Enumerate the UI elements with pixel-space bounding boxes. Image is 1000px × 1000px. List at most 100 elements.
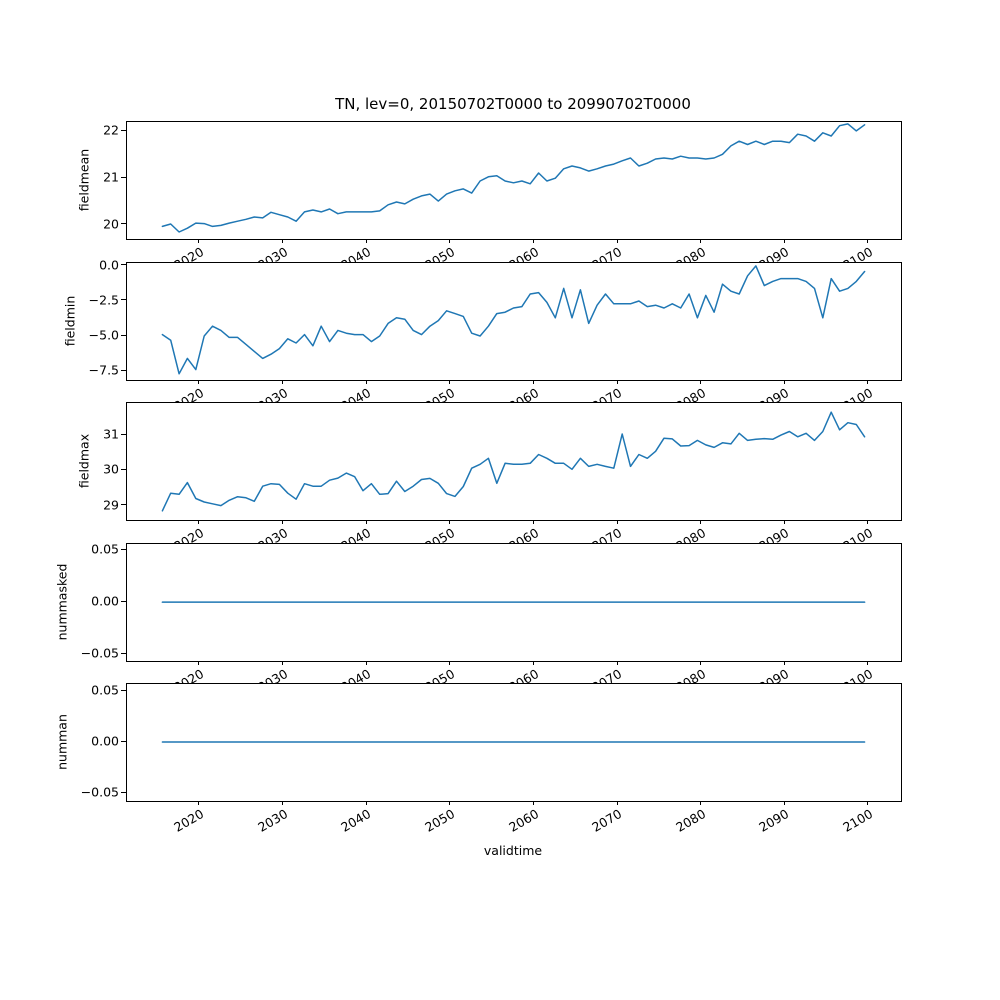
nummasked-line xyxy=(161,601,866,603)
x-tick xyxy=(783,661,785,665)
y-tick xyxy=(121,600,126,602)
x-tick xyxy=(616,661,618,665)
y-tick-label: 0.0 xyxy=(99,257,119,273)
y-tick xyxy=(121,129,126,131)
fieldmean-axis-label-text: fieldmean xyxy=(76,148,92,211)
numman-axis-label-text: numman xyxy=(54,713,70,770)
x-tick-label: 2020 xyxy=(171,806,207,835)
fieldmin-line xyxy=(161,265,866,375)
x-tick xyxy=(532,380,534,384)
x-tick xyxy=(198,520,200,524)
y-tick xyxy=(121,689,126,691)
x-tick xyxy=(282,380,284,384)
x-tick xyxy=(616,239,618,243)
x-tick xyxy=(532,239,534,243)
x-tick xyxy=(700,239,702,243)
y-tick xyxy=(121,264,126,266)
x-tick xyxy=(532,661,534,665)
x-tick xyxy=(532,520,534,524)
chart-title: TN, lev=0, 20150702T0000 to 20990702T000… xyxy=(335,95,691,113)
y-tick xyxy=(121,548,126,550)
y-tick-label: −7.5 xyxy=(88,362,119,378)
x-tick xyxy=(867,801,869,805)
nummasked-axis-label-text: nummasked xyxy=(54,563,70,640)
y-tick-label: 31 xyxy=(103,426,119,442)
y-tick-label: 21 xyxy=(103,169,119,185)
x-tick xyxy=(365,380,367,384)
x-tick xyxy=(616,520,618,524)
x-tick xyxy=(282,239,284,243)
y-tick-label: 0.05 xyxy=(91,541,119,557)
y-tick xyxy=(121,334,126,336)
y-tick-label: −0.05 xyxy=(80,645,119,661)
x-tick xyxy=(783,520,785,524)
x-tick xyxy=(867,661,869,665)
fieldmean-line xyxy=(161,123,866,233)
subplot-numman xyxy=(126,683,902,802)
x-tick xyxy=(449,520,451,524)
x-tick xyxy=(365,801,367,805)
y-tick-label: 0.00 xyxy=(91,733,119,749)
x-tick xyxy=(867,380,869,384)
x-tick-label: 2030 xyxy=(255,806,291,835)
y-tick xyxy=(121,740,126,742)
y-tick xyxy=(121,791,126,793)
x-tick xyxy=(365,520,367,524)
y-tick-label: 0.00 xyxy=(91,593,119,609)
x-tick xyxy=(867,239,869,243)
x-tick xyxy=(449,661,451,665)
y-tick xyxy=(121,369,126,371)
y-tick xyxy=(121,652,126,654)
x-tick xyxy=(867,520,869,524)
x-axis-label: validtime xyxy=(483,843,543,858)
y-tick-label: 30 xyxy=(103,461,119,477)
y-tick xyxy=(121,504,126,506)
y-tick-label: −5.0 xyxy=(88,327,119,343)
fieldmax-axis-label-text: fieldmax xyxy=(76,433,92,488)
y-tick xyxy=(121,468,126,470)
subplot-nummasked xyxy=(126,543,902,662)
y-tick-label: 22 xyxy=(103,122,119,138)
x-tick xyxy=(198,239,200,243)
subplot-fieldmean xyxy=(126,121,902,240)
x-tick-label: 2050 xyxy=(422,806,458,835)
y-tick xyxy=(121,176,126,178)
x-tick-label: 2070 xyxy=(589,806,625,835)
y-tick-label: −0.05 xyxy=(80,784,119,800)
y-tick-label: 29 xyxy=(103,497,119,513)
x-tick xyxy=(365,661,367,665)
y-tick-label: −2.5 xyxy=(88,292,119,308)
x-tick xyxy=(700,801,702,805)
x-tick-label: 2100 xyxy=(840,806,876,835)
y-tick xyxy=(121,223,126,225)
fieldmin-axis-label-text: fieldmin xyxy=(62,295,78,346)
x-tick-label: 2040 xyxy=(338,806,374,835)
x-tick xyxy=(282,801,284,805)
fieldmax-line xyxy=(161,411,866,512)
x-tick xyxy=(700,661,702,665)
x-tick xyxy=(282,520,284,524)
x-tick xyxy=(783,239,785,243)
x-tick xyxy=(616,801,618,805)
x-tick xyxy=(700,520,702,524)
x-tick xyxy=(282,661,284,665)
x-tick xyxy=(783,801,785,805)
y-tick-label: 20 xyxy=(103,216,119,232)
numman-line xyxy=(161,741,866,743)
x-tick-label: 2090 xyxy=(756,806,792,835)
x-tick xyxy=(198,661,200,665)
x-tick xyxy=(198,380,200,384)
x-tick xyxy=(449,380,451,384)
x-tick xyxy=(365,239,367,243)
y-tick-label: 0.05 xyxy=(91,682,119,698)
x-tick-label: 2080 xyxy=(673,806,709,835)
subplot-fieldmin xyxy=(126,262,902,381)
y-tick xyxy=(121,299,126,301)
y-tick xyxy=(121,433,126,435)
x-tick xyxy=(449,801,451,805)
x-tick xyxy=(616,380,618,384)
x-tick xyxy=(783,380,785,384)
x-tick xyxy=(198,801,200,805)
x-tick xyxy=(700,380,702,384)
